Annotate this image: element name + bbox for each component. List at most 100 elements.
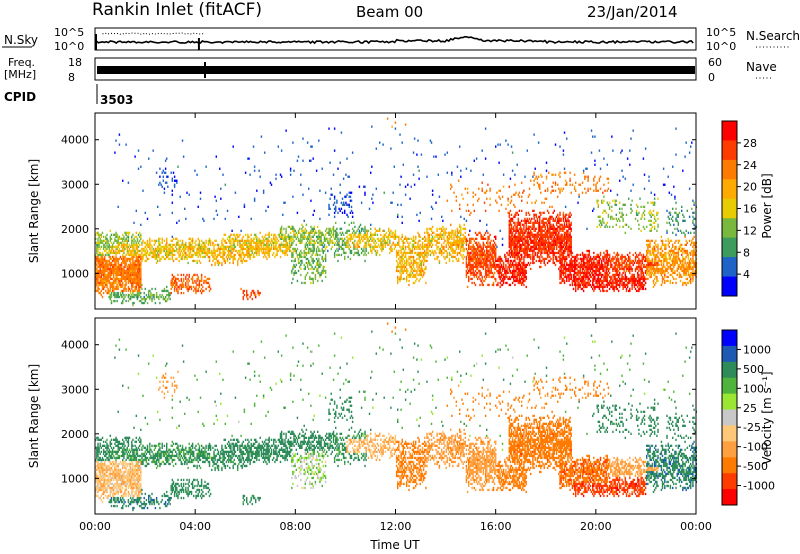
power-cell: [277, 249, 280, 253]
power-cell: [247, 293, 249, 297]
power-cell: [127, 281, 130, 285]
power-cell: [499, 197, 501, 200]
power-cell: [292, 265, 294, 269]
power-cell: [526, 149, 529, 152]
power-cell: [131, 265, 133, 269]
power-cell: [353, 235, 355, 238]
power-cell: [172, 237, 175, 240]
power-cell: [348, 191, 350, 194]
power-cell: [133, 265, 135, 269]
power-cell: [523, 225, 525, 228]
power-cell: [541, 231, 543, 234]
power-cell: [336, 227, 338, 230]
power-cell: [508, 211, 511, 214]
power-cell: [399, 279, 401, 283]
power-cell: [411, 239, 414, 242]
power-cell: [303, 235, 305, 238]
power-cell: [351, 211, 354, 214]
power-cell: [354, 243, 356, 246]
power-cell: [116, 287, 118, 291]
power-cell: [249, 173, 251, 176]
power-cell: [401, 245, 403, 248]
power-cell: [264, 239, 266, 242]
power-cell: [126, 235, 129, 238]
power-cell: [479, 269, 481, 273]
power-cell: [100, 275, 103, 279]
power-cell: [351, 241, 354, 244]
power-cell: [138, 283, 141, 287]
power-cell: [195, 253, 197, 257]
power-cell: [406, 259, 408, 263]
power-cell: [102, 235, 105, 238]
power-cell: [299, 241, 301, 244]
power-cell: [312, 257, 314, 261]
power-cell: [319, 189, 321, 192]
power-cell: [101, 267, 104, 271]
power-cell: [135, 275, 138, 279]
power-cell: [353, 229, 355, 232]
power-cell: [132, 269, 134, 273]
power-cell: [464, 235, 467, 238]
power-cell: [502, 261, 505, 265]
power-cell: [501, 237, 504, 240]
power-cell: [445, 231, 447, 234]
power-cell: [138, 249, 141, 253]
power-cell: [526, 263, 529, 267]
power-cell: [126, 275, 129, 279]
power-cell: [113, 249, 115, 253]
power-cell: [517, 265, 520, 269]
power-cell: [96, 275, 98, 279]
power-cell: [146, 301, 149, 305]
power-cell: [390, 201, 392, 204]
power-cell: [364, 185, 366, 188]
power-cell: [376, 245, 379, 248]
power-cell: [530, 225, 532, 228]
power-cell: [460, 225, 462, 228]
power-cell: [363, 233, 365, 236]
power-cell: [539, 223, 541, 226]
power-cell: [113, 273, 115, 277]
power-cell: [122, 259, 124, 263]
power-cell: [419, 239, 421, 242]
power-cell: [206, 277, 209, 281]
power-cell: [134, 265, 136, 269]
power-cell: [409, 263, 411, 267]
power-cell: [493, 261, 496, 265]
power-cell: [261, 239, 264, 242]
power-cell: [320, 237, 322, 240]
power-cell: [207, 239, 210, 242]
power-cell: [305, 273, 308, 277]
power-cell: [438, 259, 441, 263]
power-cell: [351, 215, 354, 218]
power-cell: [182, 247, 185, 251]
power-cell: [278, 245, 281, 248]
power-cell: [205, 253, 207, 257]
power-cell: [134, 259, 136, 263]
power-cell: [111, 269, 114, 273]
power-cell: [299, 265, 301, 269]
power-cell: [522, 235, 524, 238]
power-cell: [235, 237, 238, 240]
power-cell: [493, 241, 496, 244]
power-cell: [102, 265, 105, 269]
power-cell: [243, 255, 246, 259]
power-cell: [158, 253, 160, 257]
power-cell: [296, 235, 299, 238]
power-cell: [97, 261, 99, 265]
power-cell: [229, 235, 231, 238]
power-cell: [522, 229, 524, 232]
power-cell: [119, 265, 122, 269]
power-cell: [279, 237, 282, 240]
power-cell: [142, 257, 144, 261]
power-cell: [350, 209, 353, 212]
power-cell: [394, 237, 397, 240]
power-cell: [98, 257, 100, 261]
power-cell: [168, 247, 170, 251]
power-cell: [248, 247, 250, 251]
power-cell: [465, 241, 468, 244]
power-cell: [427, 251, 429, 255]
power-cell: [161, 241, 163, 244]
power-cell: [484, 237, 487, 240]
power-cell: [477, 271, 479, 275]
power-cell: [150, 293, 152, 297]
